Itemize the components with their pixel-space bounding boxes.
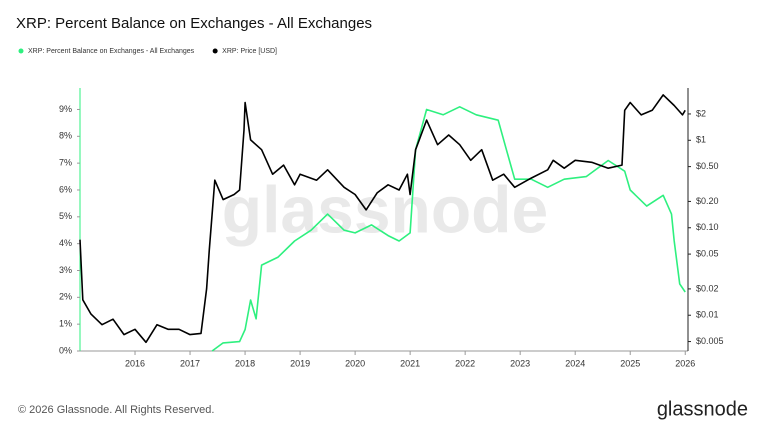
- footer: © 2026 Glassnode. All Rights Reserved.: [18, 404, 214, 416]
- y2-tick-label: $0.20: [696, 196, 719, 206]
- y-tick-label: 5%: [59, 211, 72, 221]
- x-tick-label: 2023: [510, 358, 530, 368]
- x-tick-label: 2026: [675, 358, 695, 368]
- legend-marker: [212, 48, 218, 54]
- y2-tick-label: $0.005: [696, 336, 724, 346]
- x-tick-label: 2020: [345, 358, 365, 368]
- brand-logo: glassnode: [657, 398, 748, 420]
- x-tick-label: 2019: [290, 358, 310, 368]
- x-tick-label: 2025: [620, 358, 640, 368]
- x-tick-label: 2022: [455, 358, 475, 368]
- y-tick-label: 8%: [59, 131, 72, 141]
- x-tick-label: 2017: [180, 358, 200, 368]
- y2-tick-label: $0.05: [696, 248, 719, 258]
- chart-title: XRP: Percent Balance on Exchanges - All …: [16, 15, 372, 32]
- x-tick-label: 2018: [235, 358, 255, 368]
- y-tick-label: 6%: [59, 184, 72, 194]
- x-tick-label: 2016: [125, 358, 145, 368]
- y2-tick-label: $0.50: [696, 161, 719, 171]
- y-tick-label: 4%: [59, 238, 72, 248]
- series-line: [79, 94, 686, 344]
- legend-marker: [18, 48, 24, 54]
- y2-tick-label: $0.10: [696, 222, 719, 232]
- y2-tick-label: $1: [696, 135, 706, 145]
- y2-tick-label: $0.02: [696, 283, 719, 293]
- series-line: [211, 106, 686, 352]
- legend-label: XRP: Price [USD]: [222, 48, 277, 55]
- y-tick-label: 0%: [59, 345, 72, 355]
- y-tick-label: 3%: [59, 265, 72, 275]
- y2-tick-label: $0.01: [696, 310, 719, 320]
- watermark: glassnode: [222, 172, 548, 246]
- y-tick-label: 1%: [59, 319, 72, 329]
- y-tick-label: 9%: [59, 104, 72, 114]
- y-tick-label: 7%: [59, 158, 72, 168]
- x-tick-label: 2024: [565, 358, 585, 368]
- legend-label: XRP: Percent Balance on Exchanges - All …: [28, 48, 195, 55]
- x-tick-label: 2021: [400, 358, 420, 368]
- y2-tick-label: $2: [696, 108, 706, 118]
- y-tick-label: 2%: [59, 292, 72, 302]
